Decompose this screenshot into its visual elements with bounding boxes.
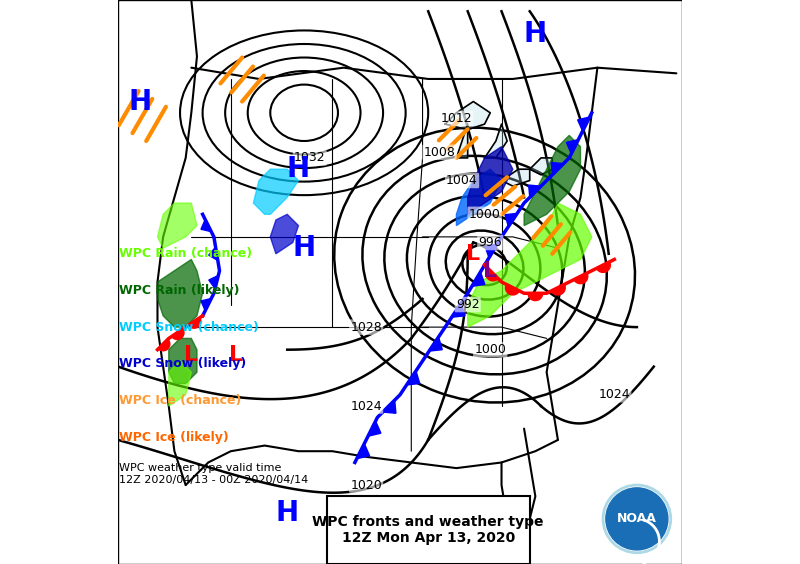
Polygon shape	[578, 117, 590, 131]
Polygon shape	[506, 284, 519, 295]
Polygon shape	[456, 169, 502, 226]
Text: L: L	[466, 244, 480, 264]
Polygon shape	[270, 214, 298, 254]
Polygon shape	[201, 219, 211, 232]
Polygon shape	[524, 135, 581, 226]
Text: 1004: 1004	[446, 174, 478, 187]
Polygon shape	[209, 247, 218, 261]
Text: WPC Ice (chance): WPC Ice (chance)	[119, 394, 242, 407]
Polygon shape	[201, 298, 211, 311]
Polygon shape	[468, 203, 592, 327]
Polygon shape	[452, 303, 465, 317]
Text: 992: 992	[456, 298, 479, 311]
Text: NOAA: NOAA	[617, 512, 657, 526]
FancyBboxPatch shape	[326, 496, 530, 564]
Polygon shape	[254, 169, 298, 214]
Polygon shape	[528, 293, 542, 301]
Polygon shape	[209, 275, 218, 289]
Polygon shape	[486, 268, 498, 281]
Polygon shape	[429, 337, 442, 351]
Text: 1008: 1008	[423, 146, 455, 159]
Polygon shape	[502, 169, 530, 186]
Polygon shape	[485, 124, 507, 158]
Polygon shape	[169, 361, 191, 406]
Text: 1032: 1032	[294, 151, 326, 165]
Polygon shape	[169, 338, 197, 384]
Text: 1024: 1024	[598, 388, 630, 402]
Text: WPC Rain (likely): WPC Rain (likely)	[119, 284, 240, 297]
Text: WPC weather type valid time
12Z 2020/04/13 - 00Z 2020/04/14: WPC weather type valid time 12Z 2020/04/…	[119, 463, 308, 484]
Polygon shape	[485, 244, 497, 258]
Text: H: H	[293, 234, 316, 262]
Text: 1012: 1012	[441, 112, 472, 125]
Polygon shape	[171, 329, 184, 340]
Polygon shape	[468, 147, 513, 214]
Polygon shape	[529, 185, 541, 197]
Circle shape	[606, 488, 668, 550]
Polygon shape	[472, 272, 485, 287]
Text: 1000: 1000	[469, 208, 501, 221]
Polygon shape	[566, 139, 578, 154]
Polygon shape	[368, 421, 381, 436]
Text: WPC Snow (chance): WPC Snow (chance)	[119, 320, 259, 334]
Polygon shape	[158, 259, 202, 327]
Text: H: H	[524, 20, 547, 48]
Text: 1024: 1024	[350, 399, 382, 413]
Polygon shape	[597, 262, 610, 272]
Text: L: L	[483, 261, 498, 281]
Polygon shape	[551, 162, 563, 175]
Text: H: H	[287, 155, 310, 183]
Text: L: L	[230, 345, 243, 365]
Polygon shape	[551, 284, 566, 295]
Polygon shape	[158, 203, 197, 248]
Text: 1020: 1020	[350, 478, 382, 492]
Polygon shape	[505, 213, 517, 227]
Text: 1028: 1028	[350, 320, 382, 334]
Text: WPC Snow (likely): WPC Snow (likely)	[119, 357, 246, 371]
Polygon shape	[406, 371, 420, 385]
Polygon shape	[158, 340, 170, 351]
Polygon shape	[530, 158, 552, 175]
Polygon shape	[189, 318, 201, 328]
Text: H: H	[276, 499, 298, 527]
Polygon shape	[445, 102, 490, 130]
Text: 1000: 1000	[474, 343, 506, 356]
Text: 996: 996	[478, 236, 502, 249]
Polygon shape	[357, 444, 370, 459]
Polygon shape	[456, 124, 468, 158]
Text: H: H	[129, 87, 152, 116]
Text: L: L	[184, 345, 198, 365]
Polygon shape	[574, 273, 588, 284]
Text: WPC Rain (chance): WPC Rain (chance)	[119, 247, 252, 261]
Text: WPC fronts and weather type
12Z Mon Apr 13, 2020: WPC fronts and weather type 12Z Mon Apr …	[313, 515, 544, 545]
Polygon shape	[382, 400, 396, 413]
Text: WPC Ice (likely): WPC Ice (likely)	[119, 430, 229, 444]
